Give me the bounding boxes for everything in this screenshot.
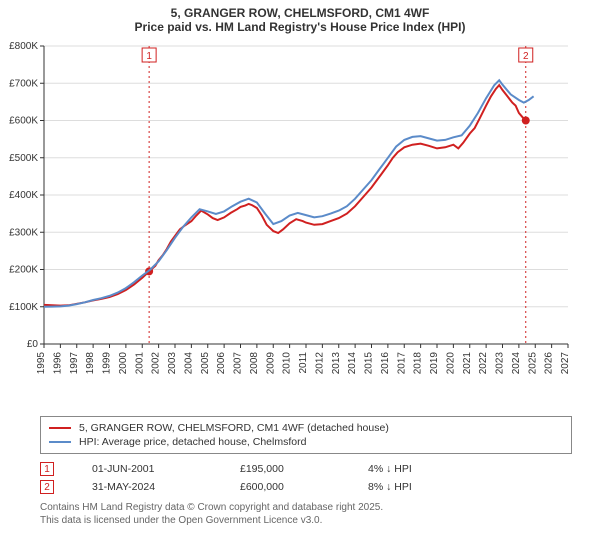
marker-badge-label: 1: [146, 51, 152, 62]
x-tick-label: 2008: [249, 352, 260, 375]
x-tick-label: 2027: [560, 352, 571, 375]
x-tick-label: 2018: [413, 352, 424, 375]
x-tick-label: 1999: [102, 352, 113, 375]
title-sub: Price paid vs. HM Land Registry's House …: [0, 20, 600, 34]
footer-line-2: This data is licensed under the Open Gov…: [40, 515, 572, 528]
x-tick-label: 2023: [495, 352, 506, 375]
footer-line-1: Contains HM Land Registry data © Crown c…: [40, 502, 572, 515]
series-hpi: [44, 80, 534, 306]
footer-note: Contains HM Land Registry data © Crown c…: [40, 502, 572, 527]
legend-row: 5, GRANGER ROW, CHELMSFORD, CM1 4WF (det…: [49, 421, 563, 435]
y-tick-label: £100K: [9, 302, 38, 313]
marker-delta: 8% ↓ HPI: [368, 481, 412, 493]
y-tick-label: £200K: [9, 265, 38, 276]
marker-date: 31-MAY-2024: [92, 481, 202, 493]
x-tick-label: 2009: [265, 352, 276, 375]
x-tick-label: 1998: [85, 352, 96, 375]
x-tick-label: 2003: [167, 352, 178, 375]
x-tick-label: 2014: [347, 352, 358, 375]
marker-delta: 4% ↓ HPI: [368, 463, 412, 475]
x-tick-label: 2010: [282, 352, 293, 375]
x-tick-label: 2015: [364, 352, 375, 375]
y-tick-label: £400K: [9, 190, 38, 201]
marker-badge-cell: 1: [40, 462, 54, 476]
x-tick-label: 2005: [200, 352, 211, 375]
marker-badge-cell: 2: [40, 480, 54, 494]
legend-swatch: [49, 427, 71, 429]
legend-label: 5, GRANGER ROW, CHELMSFORD, CM1 4WF (det…: [79, 422, 389, 434]
marker-table: 1 01-JUN-2001 £195,000 4% ↓ HPI 2 31-MAY-2024…: [40, 460, 572, 496]
x-tick-label: 2022: [478, 352, 489, 375]
x-tick-label: 2001: [134, 352, 145, 375]
marker-row: 1 01-JUN-2001 £195,000 4% ↓ HPI: [40, 460, 572, 478]
title-block: 5, GRANGER ROW, CHELMSFORD, CM1 4WF Pric…: [0, 0, 600, 36]
x-tick-label: 2021: [462, 352, 473, 375]
x-tick-label: 2024: [511, 352, 522, 375]
y-tick-label: £500K: [9, 153, 38, 164]
x-tick-label: 2017: [396, 352, 407, 375]
x-tick-label: 2004: [183, 352, 194, 375]
chart-container: 5, GRANGER ROW, CHELMSFORD, CM1 4WF Pric…: [0, 0, 600, 560]
marker-price: £195,000: [240, 463, 330, 475]
legend-label: HPI: Average price, detached house, Chel…: [79, 436, 306, 448]
x-tick-label: 1995: [36, 352, 47, 375]
legend-row: HPI: Average price, detached house, Chel…: [49, 435, 563, 449]
x-tick-label: 2007: [233, 352, 244, 375]
marker-price: £600,000: [240, 481, 330, 493]
x-tick-label: 2002: [151, 352, 162, 375]
marker-date: 01-JUN-2001: [92, 463, 202, 475]
y-tick-label: £700K: [9, 78, 38, 89]
x-tick-label: 1997: [69, 352, 80, 375]
x-tick-label: 2000: [118, 352, 129, 375]
x-tick-label: 2020: [445, 352, 456, 375]
x-tick-label: 2016: [380, 352, 391, 375]
x-tick-label: 2012: [314, 352, 325, 375]
legend: 5, GRANGER ROW, CHELMSFORD, CM1 4WF (det…: [40, 416, 572, 454]
x-tick-label: 1996: [52, 352, 63, 375]
y-tick-label: £600K: [9, 116, 38, 127]
y-tick-label: £800K: [9, 41, 38, 52]
y-tick-label: £0: [27, 339, 39, 350]
x-tick-label: 2006: [216, 352, 227, 375]
legend-swatch: [49, 441, 71, 443]
chart-area: £0 £100K £200K £300K £400K £500K £600K £700K £80…: [0, 36, 584, 412]
marker-badge-label: 2: [523, 51, 529, 62]
x-tick-label: 2026: [544, 352, 555, 375]
marker-row: 2 31-MAY-2024 £600,000 8% ↓ HPI: [40, 478, 572, 496]
x-tick-label: 2025: [527, 352, 538, 375]
x-tick-label: 2019: [429, 352, 440, 375]
x-tick-label: 2011: [298, 352, 309, 374]
x-tick-label: 2013: [331, 352, 342, 375]
title-main: 5, GRANGER ROW, CHELMSFORD, CM1 4WF: [0, 6, 600, 20]
y-tick-label: £300K: [9, 227, 38, 238]
line-chart: £0 £100K £200K £300K £400K £500K £600K £700K £80…: [0, 36, 584, 412]
